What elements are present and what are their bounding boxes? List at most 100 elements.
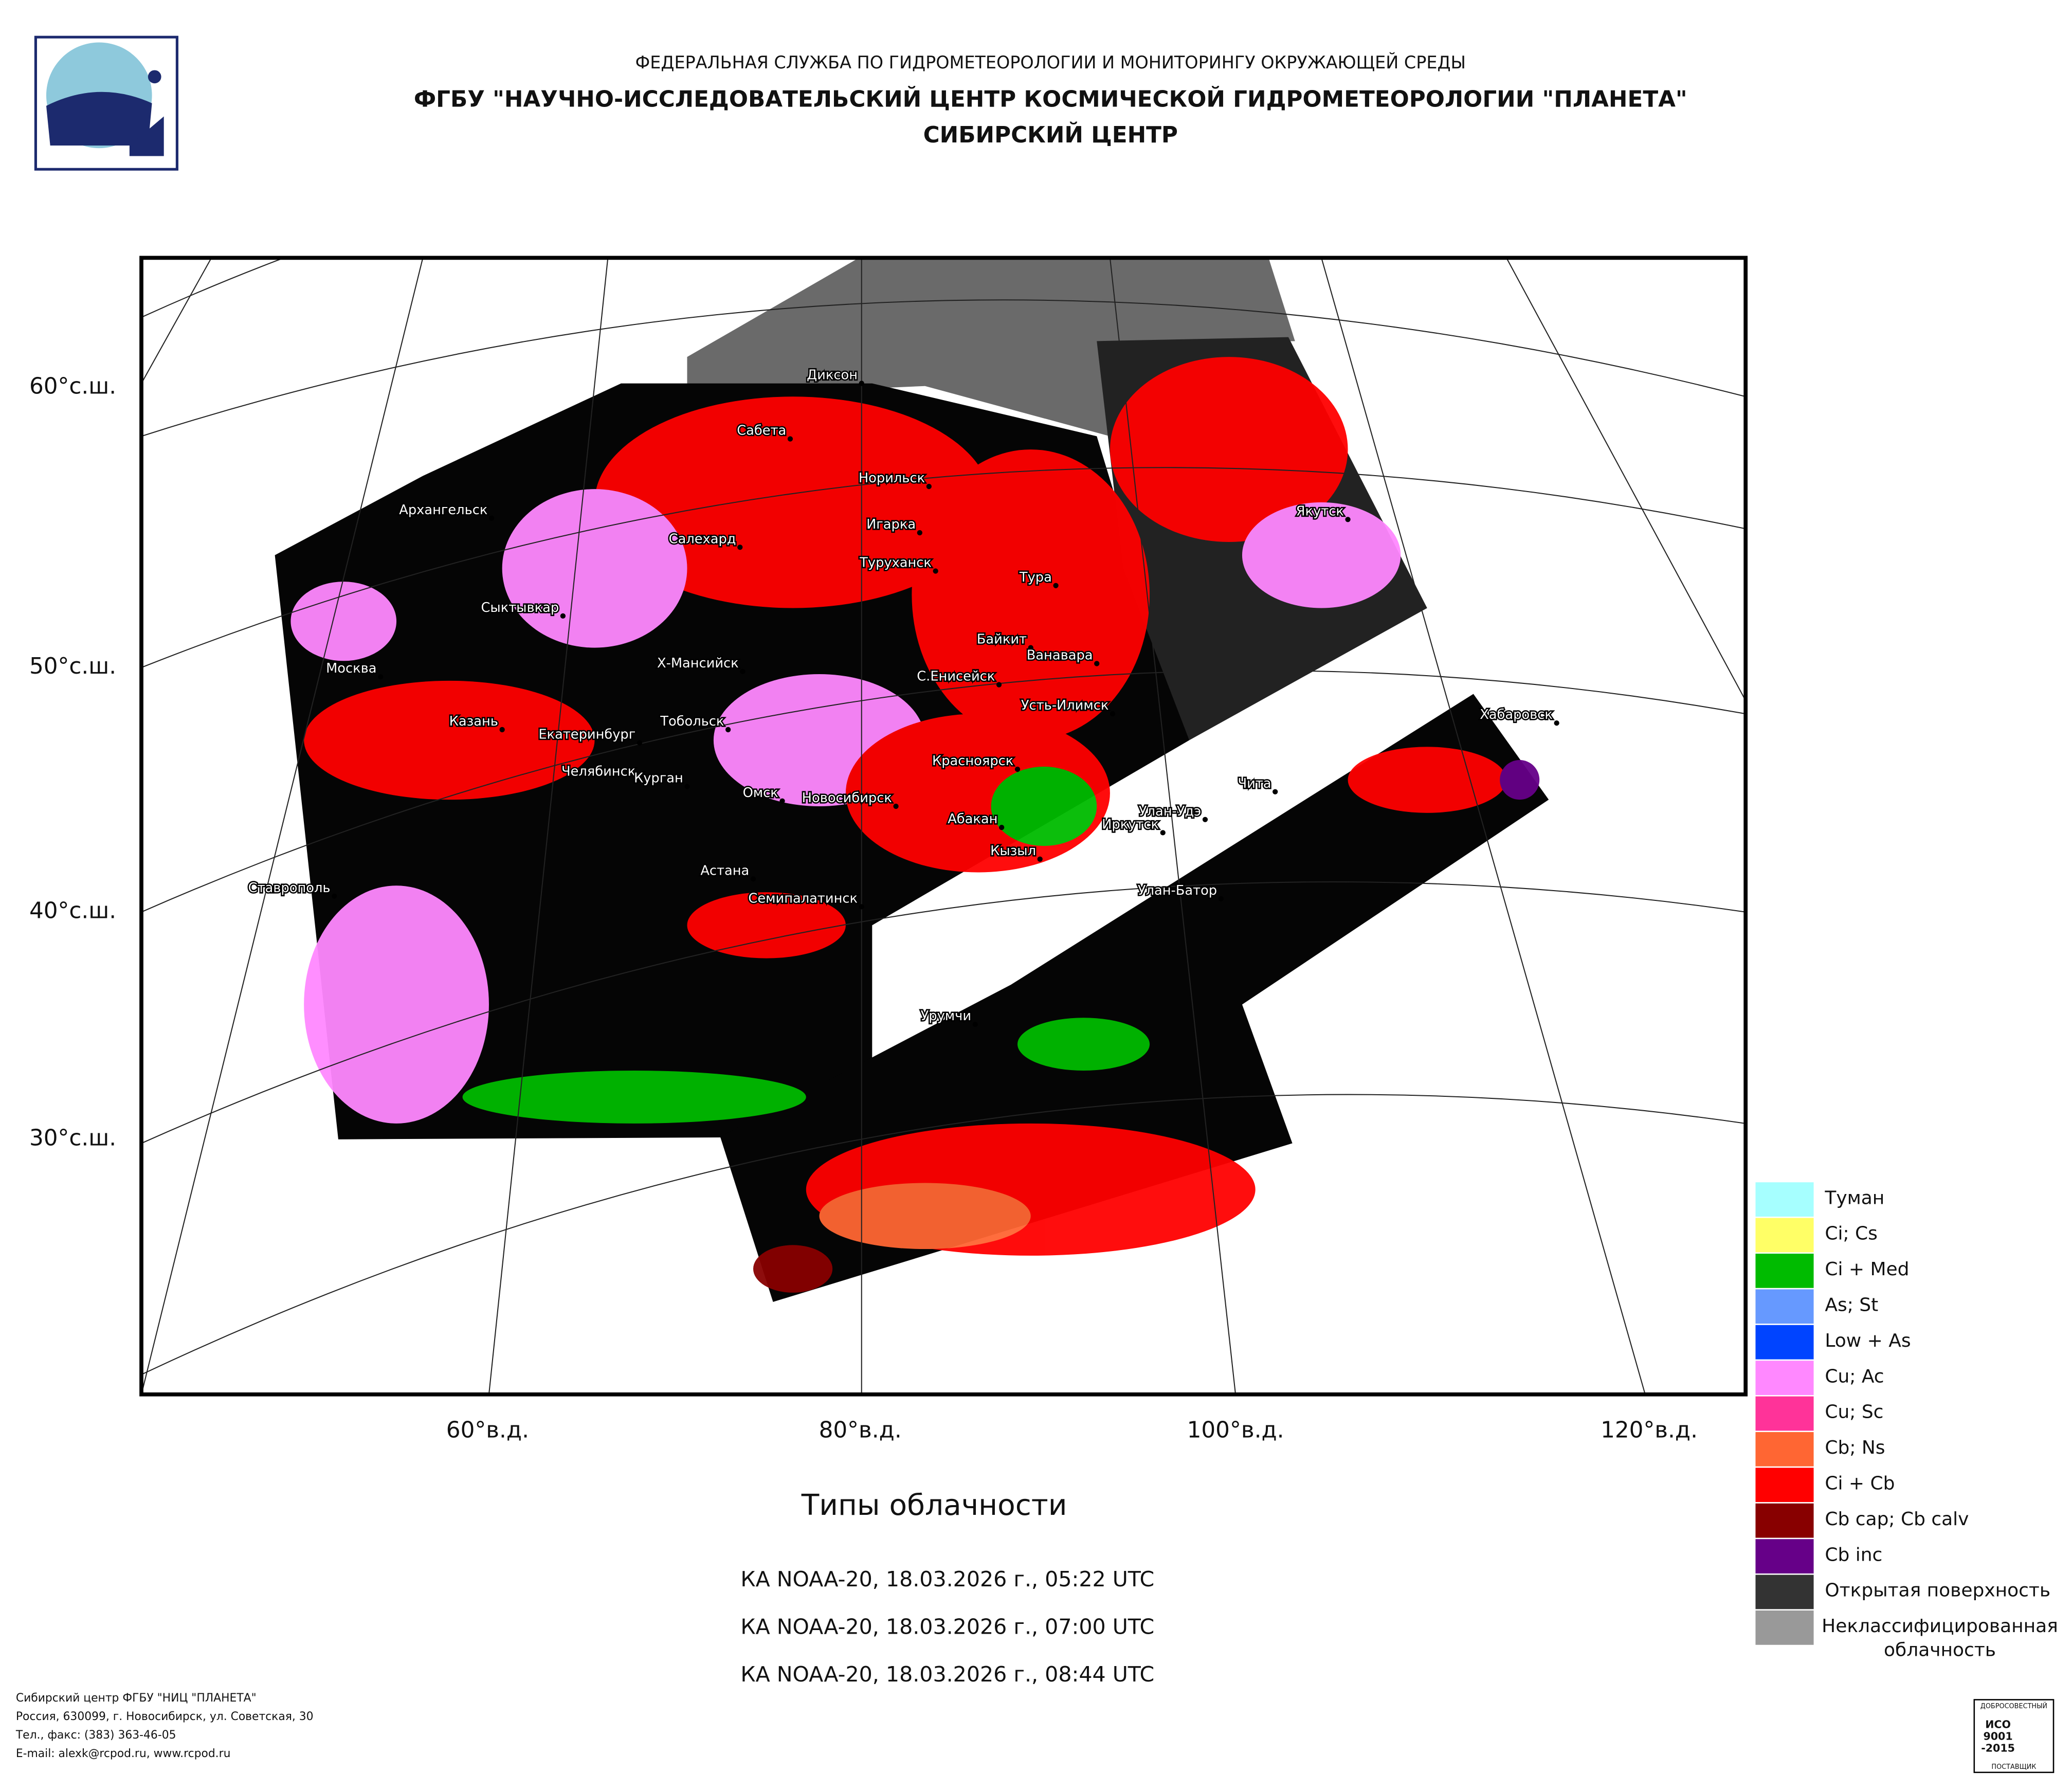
legend-label: Ci + Cb	[1825, 1473, 1895, 1494]
city-dot	[917, 530, 922, 536]
legend-label: облачность	[1884, 1639, 1996, 1660]
pass-line: КА NOAA-20, 18.03.2026 г., 05:22 UTC	[740, 1567, 1154, 1591]
legend-label: Неклассифицированная	[1822, 1616, 2058, 1637]
city-dot	[859, 381, 864, 386]
legend-swatch	[1754, 1324, 1815, 1361]
legend-label: Открытая поверхность	[1825, 1580, 2050, 1601]
city-dot	[725, 727, 731, 733]
legend-swatch	[1754, 1502, 1815, 1540]
lat-label: 60°с.ш.	[29, 373, 116, 399]
legend-label: Cb cap; Cb calv	[1825, 1509, 1969, 1530]
city-dot	[332, 893, 337, 899]
city-label: Тобольск	[660, 714, 724, 729]
lat-label: 50°с.ш.	[29, 653, 116, 679]
header-line: СИБИРСКИЙ ЦЕНТР	[923, 121, 1178, 148]
city-label: Якутск	[1296, 503, 1344, 519]
city-dot	[1160, 830, 1166, 836]
legend-label: Cu; Ac	[1825, 1366, 1884, 1387]
header-line: ФЕДЕРАЛЬНАЯ СЛУЖБА ПО ГИДРОМЕТЕОРОЛОГИИ …	[635, 52, 1466, 73]
city-label: Челябинск	[561, 764, 635, 780]
city-dot	[1110, 711, 1116, 717]
city-dot	[740, 668, 746, 674]
lat-label: 40°с.ш.	[29, 898, 116, 924]
city-label: Новосибирск	[802, 790, 892, 806]
city-dot	[684, 784, 690, 789]
city-label: Москва	[326, 661, 376, 676]
city-label: Улан-Батор	[1138, 883, 1217, 898]
legend-swatch	[1754, 1252, 1815, 1290]
city-label: Сабета	[737, 423, 786, 439]
city-dot	[933, 568, 938, 574]
iso-line: 9001	[1983, 1730, 2012, 1742]
pass-line: КА NOAA-20, 18.03.2026 г., 08:44 UTC	[740, 1662, 1154, 1687]
lon-label: 100°в.д.	[1187, 1417, 1284, 1443]
map	[141, 258, 1746, 1395]
footer: Сибирский центр ФГБУ "НИЦ "ПЛАНЕТА" Росси…	[15, 1692, 314, 1760]
city-dot	[1554, 720, 1559, 726]
city-dot	[999, 824, 1005, 830]
logo	[34, 35, 178, 171]
city-dot	[378, 674, 384, 680]
legend-label: Cu; Sc	[1825, 1402, 1883, 1423]
city-label: Семипалатинск	[748, 891, 858, 906]
legend-label: Туман	[1824, 1187, 1884, 1208]
city-dot	[1345, 517, 1351, 522]
city-label: Сыктывкар	[481, 600, 559, 616]
legend-swatch	[1754, 1217, 1815, 1254]
city-dot	[972, 1021, 978, 1027]
legend-swatch	[1754, 1359, 1815, 1397]
city-label: Ставрополь	[248, 880, 331, 896]
legend-swatch	[1754, 1288, 1815, 1325]
city-dot	[1037, 856, 1043, 862]
city-label: Чита	[1238, 776, 1271, 791]
city-label: Казань	[449, 714, 498, 729]
city-dot	[560, 613, 566, 619]
city-label: Екатеринбург	[538, 727, 635, 743]
city-label: Диксон	[807, 368, 858, 383]
city-label: Улан-Удэ	[1139, 804, 1201, 819]
chart-title: Типы облачности	[801, 1489, 1067, 1522]
legend-swatch	[1754, 1573, 1815, 1611]
legend-swatch	[1754, 1181, 1815, 1218]
city-dot	[779, 798, 785, 804]
legend-swatch	[1754, 1431, 1815, 1468]
city-label: Салехард	[669, 531, 736, 547]
map-frame	[139, 256, 1748, 1397]
city-label: Норильск	[859, 471, 925, 486]
legend-label: Ci; Cs	[1825, 1223, 1878, 1244]
city-dot	[637, 777, 643, 783]
city-label: Усть-Илимск	[1021, 698, 1108, 713]
cities: Диксон Сабета Норильск Архангельск Игарка Сал…	[247, 366, 1559, 1027]
legend-swatch	[1754, 1537, 1815, 1575]
city-dot	[750, 876, 756, 882]
city-dot	[488, 515, 495, 521]
legend-label: Ci + Med	[1825, 1259, 1909, 1280]
header-line: ФГБУ "НАУЧНО-ИССЛЕДОВАТЕЛЬСКИЙ ЦЕНТР КОС…	[414, 85, 1687, 113]
city-dot	[499, 727, 505, 733]
city-dot	[1094, 661, 1100, 666]
legend-swatch	[1754, 1609, 1815, 1647]
pass-line: КА NOAA-20, 18.03.2026 г., 07:00 UTC	[740, 1615, 1154, 1639]
city-label: С.Енисейск	[917, 669, 995, 684]
city-dot	[1273, 789, 1278, 794]
lat-label: 30°с.ш.	[29, 1125, 116, 1151]
city-label: Кызыл	[990, 843, 1036, 859]
footer-line: E-mail: alexk@rcpod.ru, www.rcpod.ru	[16, 1747, 231, 1760]
city-label: Абакан	[948, 811, 997, 827]
city-label: Красноярск	[932, 753, 1013, 769]
city-dot	[859, 904, 864, 910]
city-dot	[996, 682, 1002, 688]
legend-label: Low + As	[1825, 1330, 1911, 1351]
city-label: Хабаровск	[1480, 707, 1553, 722]
city-dot	[1218, 896, 1224, 902]
city-dot	[737, 545, 743, 550]
iso-top: ДОБРОСОВЕСТНЫЙ	[1980, 1702, 2047, 1710]
legend-label: Cb inc	[1825, 1544, 1882, 1565]
legend-label: Cb; Ns	[1825, 1437, 1885, 1458]
legend: Туман Ci; Cs Ci + Med As; St Low + As Cu; Ac C…	[1754, 1181, 2058, 1660]
axes: 60°с.ш. 50°с.ш. 40°с.ш. 30°с.ш. 60°в.д. 80°в.…	[29, 373, 1698, 1443]
passes: КА NOAA-20, 18.03.2026 г., 05:22 UTC КА N…	[740, 1567, 1154, 1687]
city-label: Тура	[1019, 570, 1052, 585]
city-dot	[787, 436, 793, 442]
